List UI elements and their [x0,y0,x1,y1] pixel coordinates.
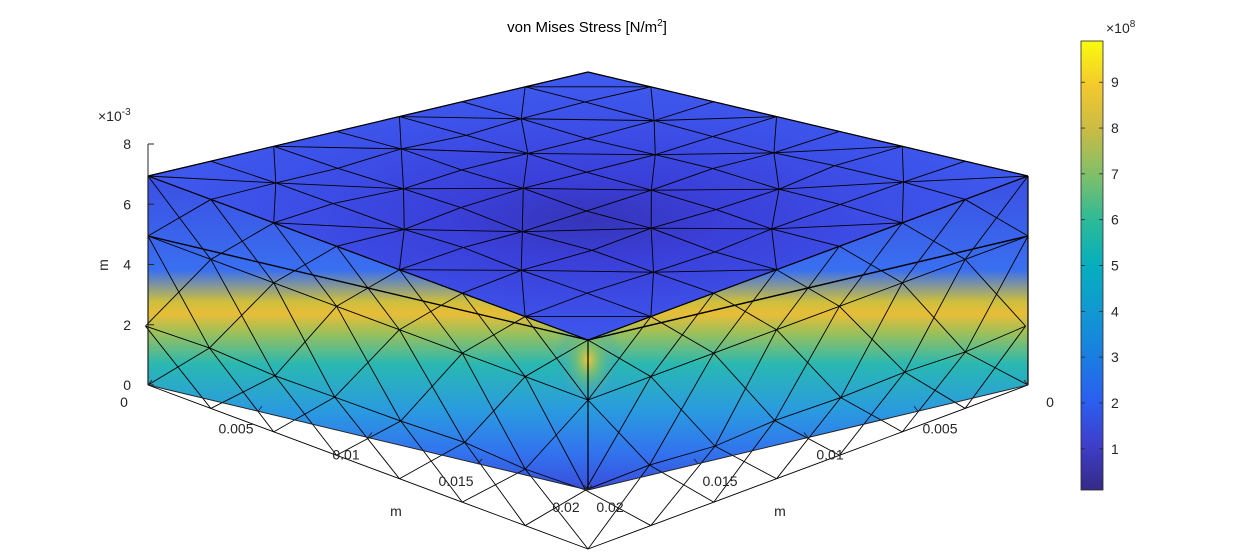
x-tick-mark [257,405,263,412]
colorbar-tick-label: 6 [1111,212,1119,228]
y-tick-mark [1023,379,1029,386]
z-axis-label: m [95,259,111,271]
z-tick-label: 8 [123,136,131,152]
y-tick-label: 0.015 [702,473,737,489]
colorbar-tick-label: 8 [1111,120,1119,136]
colorbar-tick-label: 3 [1111,349,1119,365]
x-tick-mark [367,432,373,438]
x-tick-mark [477,458,483,465]
x-tick-label: 0.005 [218,420,253,436]
z-axis-exponent: ×10-3 [98,107,131,124]
block-outline [147,71,1029,490]
colorbar-tick-label: 5 [1111,258,1119,274]
top-face [148,72,1028,340]
y-tick-label: 0 [1046,394,1054,410]
x-axis-label: m [390,503,402,519]
z-tick-label: 6 [123,196,131,212]
colorbar-tick-label: 4 [1111,303,1119,319]
z-axis: 0 2 4 6 8 m ×10-3 [95,107,154,393]
y-tick-mark [693,458,699,465]
y-tick-mark [803,432,809,438]
y-tick-label: 0.01 [816,447,843,463]
y-tick-label: 0.02 [596,499,623,515]
left-face [148,176,588,490]
colorbar: 1 2 3 4 5 6 7 8 9 ×108 [1080,19,1136,491]
y-axis: 0.02 0.015 0.01 0.005 0 m [583,379,1054,519]
y-axis-label: m [774,503,786,519]
y-tick-label: 0.005 [922,420,957,436]
colorbar-tick-label: 7 [1111,166,1119,182]
colorbar-tick-label: 9 [1111,74,1119,90]
z-tick-label: 0 [123,377,131,393]
x-tick-mark [147,379,153,386]
y-tick-mark [583,484,589,491]
x-tick-label: 0.02 [552,499,579,515]
x-tick-label: 0.01 [332,447,359,463]
x-tick-label: 0 [120,394,128,410]
z-tick-label: 4 [123,257,131,273]
colorbar-tick-label: 2 [1111,395,1119,411]
x-tick-label: 0.015 [438,473,473,489]
colorbar-tick-label: 1 [1111,441,1119,457]
x-tick-mark [587,484,593,491]
colorbar-exponent: ×108 [1106,19,1136,36]
x-axis: 0 0.005 0.01 0.015 0.02 m [120,379,593,519]
stress-block [145,71,1029,550]
right-face [588,176,1028,490]
chart-title: von Mises Stress [N/m2] [507,18,667,36]
y-tick-mark [913,405,919,412]
z-tick-label: 2 [123,317,131,333]
